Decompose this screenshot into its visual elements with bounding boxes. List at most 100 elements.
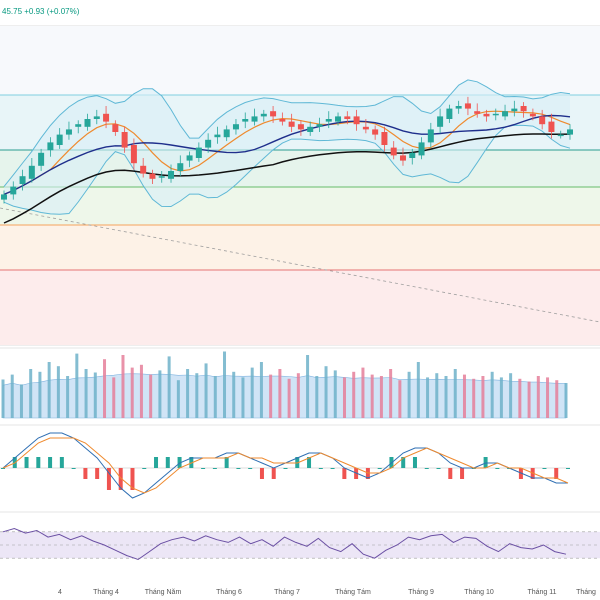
macd-histogram-bar[interactable] <box>259 468 264 479</box>
volume-bar[interactable] <box>342 377 346 418</box>
candle-body[interactable] <box>223 129 230 138</box>
candle-body[interactable] <box>548 121 555 132</box>
volume-bar[interactable] <box>250 367 254 418</box>
volume-bar[interactable] <box>47 362 51 418</box>
volume-bar[interactable] <box>306 355 310 418</box>
volume-panel[interactable] <box>0 347 600 419</box>
volume-bar[interactable] <box>10 374 14 418</box>
candle-body[interactable] <box>567 129 573 135</box>
macd-histogram-bar[interactable] <box>48 457 53 468</box>
volume-bar[interactable] <box>398 380 402 418</box>
volume-bar[interactable] <box>75 353 79 418</box>
candle-body[interactable] <box>418 142 425 156</box>
candle-body[interactable] <box>307 126 314 132</box>
volume-bar[interactable] <box>361 367 365 418</box>
candle-body[interactable] <box>455 106 462 109</box>
macd-histogram-bar[interactable] <box>224 457 229 468</box>
candle-body[interactable] <box>520 106 527 112</box>
candle-body[interactable] <box>511 108 518 112</box>
candle-body[interactable] <box>362 126 369 130</box>
candle-body[interactable] <box>205 139 212 148</box>
candle-body[interactable] <box>409 152 416 158</box>
candle-body[interactable] <box>381 132 388 145</box>
volume-bar[interactable] <box>158 370 162 418</box>
candle-body[interactable] <box>177 163 184 171</box>
macd-histogram-bar[interactable] <box>83 468 88 479</box>
candle-body[interactable] <box>288 121 295 127</box>
volume-bar[interactable] <box>112 377 116 418</box>
macd-histogram-bar[interactable] <box>412 457 417 468</box>
macd-histogram-bar[interactable] <box>401 457 406 468</box>
volume-bar[interactable] <box>38 371 42 418</box>
bollinger-upper-band[interactable] <box>3 79 571 187</box>
candle-body[interactable] <box>130 145 137 164</box>
candle-body[interactable] <box>214 134 221 138</box>
candle-body[interactable] <box>75 124 82 127</box>
macd-histogram-bar[interactable] <box>342 468 347 479</box>
macd-histogram-bar[interactable] <box>36 457 41 468</box>
macd-histogram-bar[interactable] <box>436 468 441 469</box>
volume-bar[interactable] <box>149 374 153 418</box>
volume-bar[interactable] <box>370 374 374 418</box>
candle-body[interactable] <box>446 108 453 119</box>
macd-panel[interactable] <box>0 424 600 499</box>
candle-body[interactable] <box>390 147 397 156</box>
volume-bar[interactable] <box>186 369 190 418</box>
macd-histogram-bar[interactable] <box>106 468 111 490</box>
candle-body[interactable] <box>186 155 193 161</box>
candle-body[interactable] <box>353 116 360 125</box>
candle-body[interactable] <box>1 194 7 200</box>
macd-histogram-bar[interactable] <box>542 468 547 469</box>
rsi-panel[interactable] <box>0 511 600 561</box>
candle-body[interactable] <box>483 113 490 117</box>
macd-histogram-bar[interactable] <box>460 468 465 479</box>
volume-bar[interactable] <box>462 374 466 418</box>
volume-bar[interactable] <box>453 369 457 418</box>
volume-bar[interactable] <box>93 372 97 419</box>
macd-histogram-bar[interactable] <box>130 468 135 490</box>
candle-body[interactable] <box>260 113 267 117</box>
candle-body[interactable] <box>502 111 509 117</box>
macd-histogram-bar[interactable] <box>118 468 123 490</box>
macd-histogram-bar[interactable] <box>95 468 100 479</box>
volume-bar[interactable] <box>407 371 411 418</box>
volume-bar[interactable] <box>324 366 328 418</box>
volume-bar[interactable] <box>481 376 485 418</box>
macd-histogram-bar[interactable] <box>201 468 206 469</box>
candle-body[interactable] <box>557 134 564 137</box>
ma-long-line[interactable] <box>3 133 571 224</box>
volume-bar[interactable] <box>555 380 559 418</box>
macd-histogram-bar[interactable] <box>283 468 288 469</box>
candle-body[interactable] <box>279 119 286 122</box>
volume-bar[interactable] <box>139 364 143 418</box>
volume-bar[interactable] <box>379 376 383 418</box>
candle-body[interactable] <box>112 124 119 132</box>
candle-body[interactable] <box>93 116 100 119</box>
volume-bar[interactable] <box>564 383 568 418</box>
candle-body[interactable] <box>437 116 444 127</box>
volume-bar[interactable] <box>66 376 70 418</box>
candle-body[interactable] <box>270 111 277 117</box>
volume-bar[interactable] <box>223 351 227 419</box>
volume-bar[interactable] <box>546 377 550 418</box>
macd-histogram-bar[interactable] <box>330 468 335 469</box>
macd-histogram-bar[interactable] <box>236 468 241 469</box>
macd-histogram-bar[interactable] <box>271 468 276 479</box>
candle-body[interactable] <box>242 119 249 122</box>
macd-histogram-bar[interactable] <box>448 468 453 479</box>
volume-bar[interactable] <box>499 377 503 418</box>
volume-ma-area[interactable] <box>2 373 567 419</box>
candle-body[interactable] <box>335 116 342 122</box>
macd-histogram-bar[interactable] <box>566 468 570 469</box>
candle-body[interactable] <box>427 129 434 143</box>
volume-bar[interactable] <box>29 369 33 418</box>
volume-bar[interactable] <box>472 378 476 418</box>
volume-bar[interactable] <box>509 373 513 418</box>
candle-body[interactable] <box>539 116 546 125</box>
volume-bar[interactable] <box>490 371 494 418</box>
volume-bar[interactable] <box>84 369 88 418</box>
candle-body[interactable] <box>28 165 35 179</box>
candle-body[interactable] <box>56 134 63 145</box>
